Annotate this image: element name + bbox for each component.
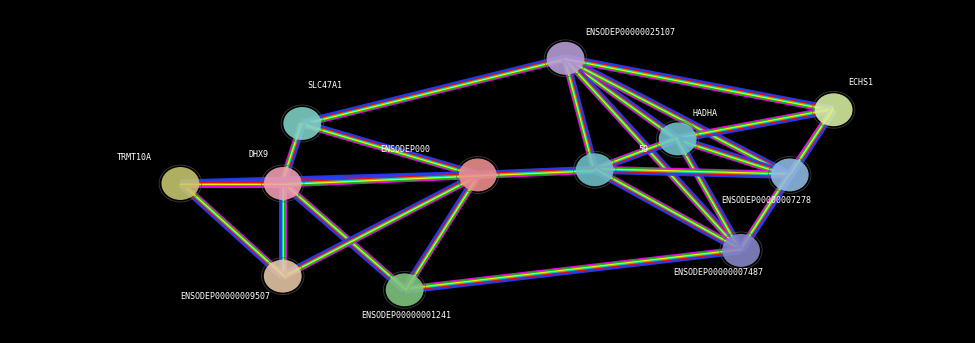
Text: ENSODEP00000009507: ENSODEP00000009507 [180,292,270,301]
Text: ENSODEP00000001241: ENSODEP00000001241 [361,311,450,320]
Text: SLC47A1: SLC47A1 [307,81,342,90]
Text: ECHS1: ECHS1 [848,78,874,87]
Ellipse shape [576,153,613,186]
Text: TRMT10A: TRMT10A [117,153,152,162]
Text: 59: 59 [639,145,648,154]
Ellipse shape [264,167,301,200]
Ellipse shape [162,167,199,200]
Ellipse shape [386,273,423,306]
Ellipse shape [284,107,321,140]
Ellipse shape [771,158,808,191]
Text: ENSODEP00000025107: ENSODEP00000025107 [585,28,675,37]
Text: HADHA: HADHA [692,109,718,118]
Text: ENSODEP00000007487: ENSODEP00000007487 [673,268,762,277]
Text: DHX9: DHX9 [249,150,269,159]
Text: ENSODEP00000007278: ENSODEP00000007278 [722,196,811,205]
Ellipse shape [547,42,584,75]
Ellipse shape [815,93,852,126]
Ellipse shape [722,234,760,267]
Text: ENSODEP000: ENSODEP000 [380,145,430,154]
Ellipse shape [264,260,301,293]
Ellipse shape [659,122,696,155]
Ellipse shape [459,158,496,191]
